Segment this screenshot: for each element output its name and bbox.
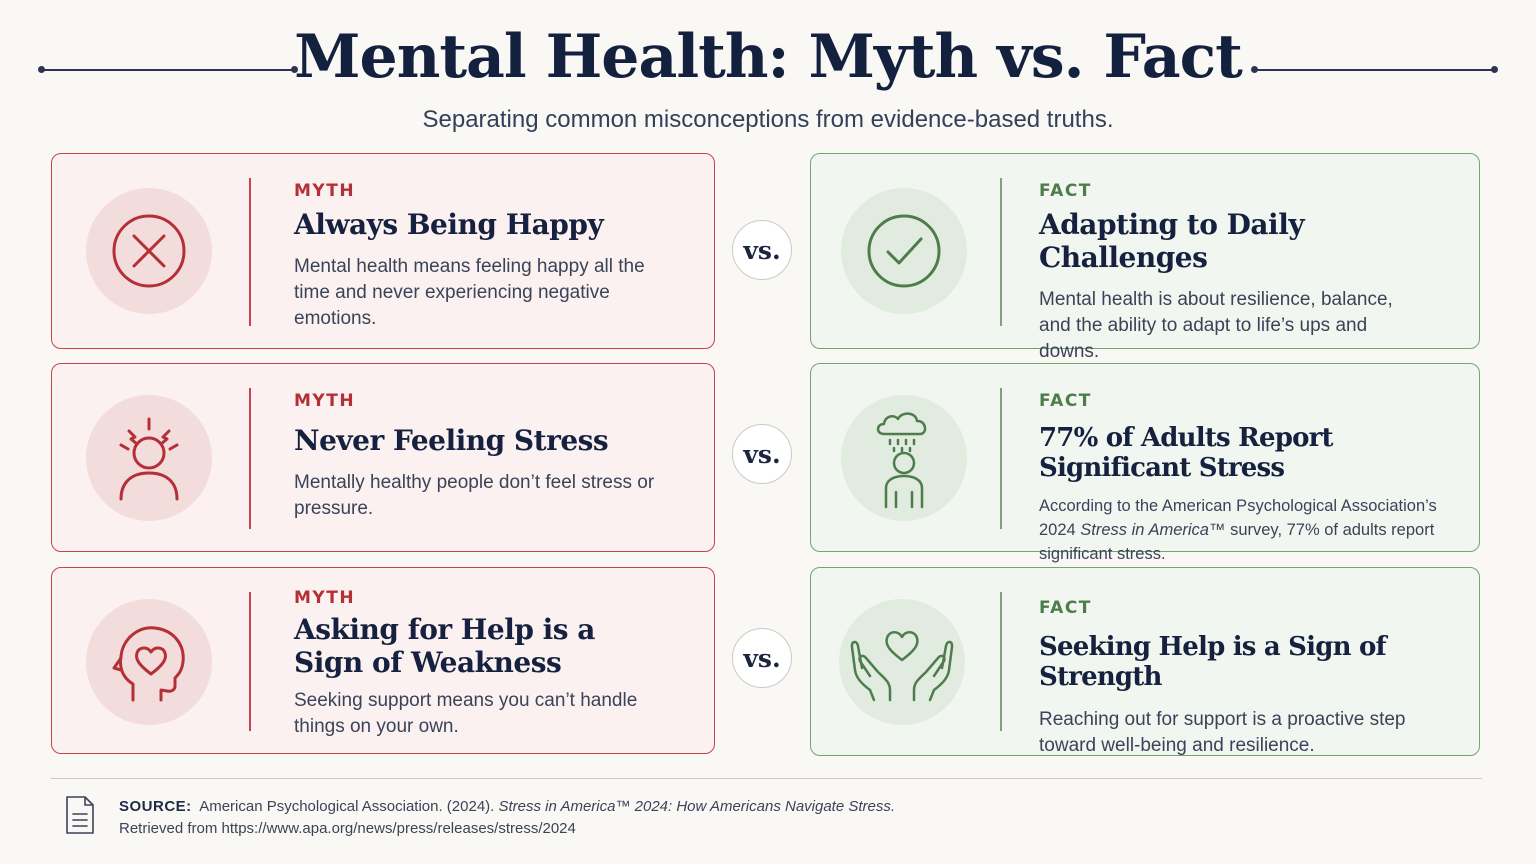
fact-label: FACT — [1039, 181, 1092, 201]
card-divider — [1000, 388, 1002, 529]
title-rule-left — [38, 66, 298, 73]
citation-title: Stress in America™ 2024: How Americans N… — [498, 798, 896, 815]
myth-text-2: MYTH Never Feeling Stress Mentally healt… — [294, 391, 696, 522]
person-rain-cloud-icon — [841, 395, 967, 521]
myth-label: MYTH — [294, 181, 356, 201]
card-divider — [1000, 178, 1002, 326]
fact-card-3: FACT Seeking Help is a Sign of Strength … — [810, 567, 1480, 756]
card-divider — [1000, 592, 1002, 731]
page-title: Mental Health: Myth vs. Fact — [294, 22, 1243, 92]
fact-heading: 77% of Adults Report Significant Stress — [1039, 423, 1334, 484]
fact-description: Reaching out for support is a proactive … — [1039, 708, 1406, 757]
myth-label: MYTH — [294, 588, 356, 608]
footer-divider — [51, 778, 1482, 779]
fact-label: FACT — [1039, 391, 1092, 411]
page-subtitle: Separating common misconceptions from ev… — [422, 106, 1114, 133]
vs-badge-2: vs. — [732, 424, 792, 484]
head-heart-icon — [86, 599, 212, 725]
title-rule-right — [1251, 66, 1498, 73]
document-icon — [64, 795, 96, 835]
myth-card-2: MYTH Never Feeling Stress Mentally healt… — [51, 363, 715, 552]
fact-card-1: FACT Adapting to Daily Challenges Mental… — [810, 153, 1480, 362]
check-circle-icon — [841, 188, 967, 314]
vs-badge-3: vs. — [732, 628, 792, 688]
myth-card-3: MYTH Asking for Help is a Sign of Weakne… — [51, 567, 715, 754]
card-divider — [249, 178, 251, 326]
myth-card-1: MYTH Always Being Happy Mental health me… — [51, 153, 715, 349]
fact-text-1: FACT Adapting to Daily Challenges Mental… — [1039, 181, 1461, 365]
source-line: SOURCE: American Psychological Associati… — [119, 796, 895, 818]
fact-label: FACT — [1039, 598, 1092, 618]
x-circle-icon — [86, 188, 212, 314]
fact-card-2: FACT 77% of Adults Report Significant St… — [810, 363, 1480, 563]
myth-description: Mentally healthy people don’t feel stres… — [294, 471, 655, 519]
myth-label: MYTH — [294, 391, 356, 411]
card-divider — [249, 592, 251, 731]
fact-text-2: FACT 77% of Adults Report Significant St… — [1039, 391, 1461, 566]
citation-text: American Psychological Association. (202… — [199, 798, 499, 815]
fact-text-3: FACT Seeking Help is a Sign of Strength … — [1039, 598, 1461, 759]
vs-badge-1: vs. — [732, 220, 792, 280]
stressed-person-icon — [86, 395, 212, 521]
card-divider — [249, 388, 251, 529]
fact-description: Mental health is about resilience, balan… — [1039, 288, 1393, 362]
header: Mental Health: Myth vs. Fact Separating … — [0, 0, 1536, 150]
fact-heading: Adapting to Daily Challenges — [1039, 208, 1305, 274]
source-label: SOURCE: — [119, 798, 192, 815]
myth-text-3: MYTH Asking for Help is a Sign of Weakne… — [294, 588, 696, 740]
myth-description: Mental health means feeling happy all th… — [294, 255, 645, 330]
myth-description: Seeking support means you can’t handle t… — [294, 689, 638, 737]
fact-heading: Seeking Help is a Sign of Strength — [1039, 632, 1387, 693]
fact-description: According to the American Psychological … — [1039, 496, 1437, 563]
myth-text-1: MYTH Always Being Happy Mental health me… — [294, 181, 696, 332]
hands-heart-icon — [839, 599, 965, 725]
myth-heading: Asking for Help is a Sign of Weakness — [294, 613, 595, 679]
myth-heading: Never Feeling Stress — [294, 424, 609, 457]
myth-heading: Always Being Happy — [294, 208, 604, 241]
source-citation: SOURCE: American Psychological Associati… — [119, 796, 895, 840]
retrieved-line: Retrieved from https://www.apa.org/news/… — [119, 819, 576, 837]
